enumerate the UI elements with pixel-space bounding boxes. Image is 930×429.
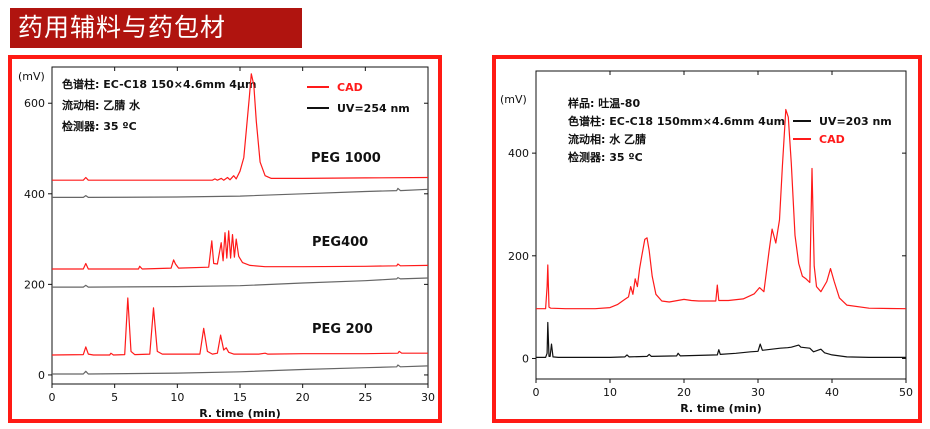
x-tick-label: 25 xyxy=(358,391,372,404)
x-axis-label: R. time (min) xyxy=(199,407,281,419)
x-tick-label: 10 xyxy=(170,391,184,404)
info-line: 样品: 吐温-80 xyxy=(568,96,640,110)
banner-title: 药用辅料与药包材 xyxy=(10,8,302,48)
info-line: 色谱柱: EC-C18 150×4.6mm 4μm xyxy=(62,77,256,91)
x-tick-label: 5 xyxy=(111,391,118,404)
x-tick-label: 20 xyxy=(677,386,691,399)
chart-panel-peg: 0 5 10 15 20 25 30 0 200 400 600 (mV) R. time (min) 色… xyxy=(8,55,442,423)
series-line xyxy=(52,364,429,375)
trace-annotation: PEG400 xyxy=(312,235,368,250)
x-tick-label: 40 xyxy=(825,386,839,399)
trace-annotation: PEG 1000 xyxy=(311,151,381,166)
chart-peg-svg: 0 5 10 15 20 25 30 0 200 400 600 (mV) R. time (min) 色… xyxy=(18,66,435,419)
info-line: 检测器: 35 ºC xyxy=(62,119,137,133)
y-tick-label: 200 xyxy=(508,250,529,263)
plot-frame xyxy=(535,70,907,380)
x-axis-label: R. time (min) xyxy=(680,402,762,415)
trace-annotation: PEG 200 xyxy=(312,322,373,337)
y-tick-label: 400 xyxy=(508,147,529,160)
chart-panel-tween80: 0 10 20 30 40 50 0 200 400 (mV) R. time (min) 样品: 吐… xyxy=(492,55,922,423)
series-line xyxy=(52,277,429,288)
x-tick-label: 0 xyxy=(49,391,56,404)
legend-label: UV=254 nm xyxy=(337,102,410,115)
y-tick-label: 0 xyxy=(38,369,45,382)
series-line xyxy=(52,73,429,181)
legend-label: CAD xyxy=(337,81,363,94)
series-line xyxy=(536,108,907,310)
y-tick-label: 400 xyxy=(24,188,45,201)
y-tick-label: 600 xyxy=(24,97,45,110)
legend-label: CAD xyxy=(819,133,845,146)
series-line xyxy=(536,321,906,358)
legend-label: UV=203 nm xyxy=(819,115,892,128)
x-tick-label: 15 xyxy=(233,391,247,404)
x-tick-label: 10 xyxy=(603,386,617,399)
series-line xyxy=(51,297,428,356)
x-tick-label: 20 xyxy=(296,391,310,404)
y-axis-label: (mV) xyxy=(500,93,527,106)
chart-tween80-svg: 0 10 20 30 40 50 0 200 400 (mV) R. time (min) 样品: 吐… xyxy=(500,70,913,415)
info-line: 检测器: 35 ºC xyxy=(568,150,643,164)
info-line: 色谱柱: EC-C18 150mm×4.6mm 4um xyxy=(568,114,785,128)
x-tick-label: 50 xyxy=(899,386,913,399)
info-line: 流动相: 乙腈 水 xyxy=(62,98,141,112)
series-line xyxy=(52,230,429,270)
info-line: 流动相: 水 乙腈 xyxy=(568,132,646,146)
y-axis-label: (mV) xyxy=(18,70,45,83)
x-tick-label: 30 xyxy=(751,386,765,399)
y-tick-label: 0 xyxy=(522,352,529,365)
series-line xyxy=(52,187,429,198)
x-tick-label: 0 xyxy=(533,386,540,399)
y-tick-label: 200 xyxy=(24,278,45,291)
x-tick-label: 30 xyxy=(421,391,435,404)
